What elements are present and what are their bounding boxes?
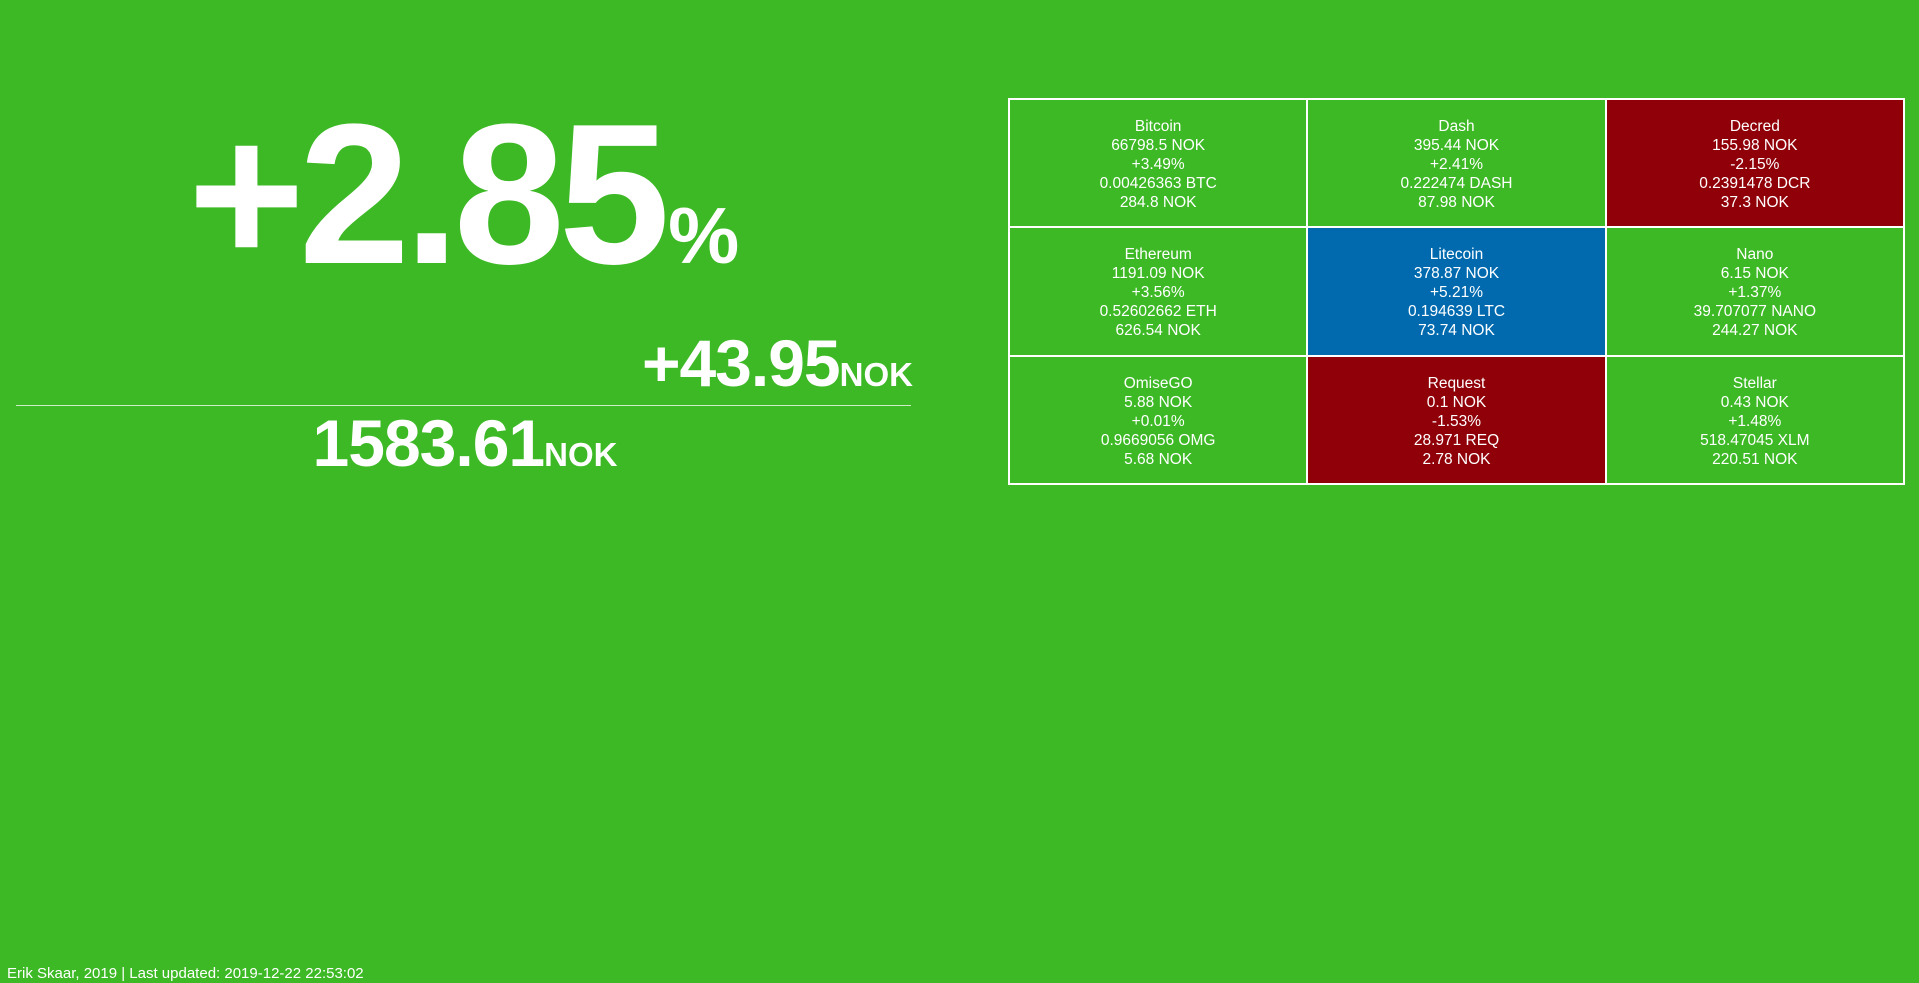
coin-holding: 0.222474 DASH bbox=[1400, 175, 1513, 192]
coin-holding: 0.9669056 OMG bbox=[1100, 431, 1216, 449]
absolute-change-unit: NOK bbox=[839, 356, 913, 393]
coin-name: Bitcoin bbox=[1134, 118, 1182, 135]
footer-credits: Erik Skaar, 2019 | Last updated: 2019-12… bbox=[7, 965, 364, 982]
coin-name: Nano bbox=[1736, 246, 1774, 264]
coin-value: 5.68 NOK bbox=[1124, 450, 1193, 468]
coin-name: Stellar bbox=[1732, 374, 1777, 392]
coin-change: +2.41% bbox=[1429, 156, 1483, 173]
coin-name: Decred bbox=[1729, 118, 1780, 135]
coin-value: 220.51 NOK bbox=[1712, 450, 1798, 468]
coin-price: 0.43 NOK bbox=[1720, 393, 1789, 411]
coin-change: +3.49% bbox=[1131, 156, 1185, 173]
coin-price: 155.98 NOK bbox=[1712, 137, 1798, 154]
coin-price: 6.15 NOK bbox=[1720, 265, 1789, 283]
portfolio-total: 1583.61NOK bbox=[0, 410, 930, 476]
coin-price: 395.44 NOK bbox=[1413, 137, 1500, 154]
coin-change: +0.01% bbox=[1131, 412, 1185, 430]
coin-value: 284.8 NOK bbox=[1119, 194, 1197, 211]
absolute-change-value: +43.95 bbox=[641, 326, 841, 400]
coin-change: +5.21% bbox=[1429, 284, 1483, 302]
percent-change-unit: % bbox=[668, 191, 740, 280]
coin-value: 2.78 NOK bbox=[1422, 450, 1491, 468]
coin-value: 626.54 NOK bbox=[1115, 322, 1201, 340]
percent-change-value: +2.85 bbox=[188, 83, 670, 306]
coin-tile-bitcoin[interactable]: Bitcoin 66798.5 NOK +3.49% 0.00426363 BTC 28… bbox=[1009, 99, 1308, 228]
coin-change: +3.56% bbox=[1131, 284, 1185, 302]
coin-value: 244.27 NOK bbox=[1712, 322, 1798, 340]
coin-tile-stellar[interactable]: Stellar 0.43 NOK +1.48% 518.47045 XLM 220.51… bbox=[1605, 355, 1904, 484]
coin-change: +1.48% bbox=[1728, 412, 1782, 430]
portfolio-percent-change: +2.85% bbox=[188, 95, 739, 295]
coin-name: Request bbox=[1427, 374, 1486, 392]
coin-tile-request[interactable]: Request 0.1 NOK -1.53% 28.971 REQ 2.78 NOK bbox=[1307, 355, 1606, 484]
coin-value: 37.3 NOK bbox=[1720, 194, 1789, 211]
coin-price: 0.1 NOK bbox=[1426, 393, 1487, 411]
coin-holding: 518.47045 XLM bbox=[1700, 431, 1810, 449]
coin-holding: 0.00426363 BTC bbox=[1099, 175, 1217, 192]
total-value: 1583.61 bbox=[312, 406, 546, 480]
portfolio-absolute-change: +43.95NOK bbox=[642, 330, 913, 396]
coin-change: +1.37% bbox=[1728, 284, 1782, 302]
coin-name: Dash bbox=[1438, 118, 1475, 135]
portfolio-summary: +2.85% +43.95NOK 1583.61NOK bbox=[0, 0, 930, 500]
coin-tile-omisego[interactable]: OmiseGO 5.88 NOK +0.01% 0.9669056 OMG 5.68 N… bbox=[1009, 355, 1308, 484]
coin-holding: 0.2391478 DCR bbox=[1699, 175, 1811, 192]
coin-price: 378.87 NOK bbox=[1413, 265, 1500, 283]
coin-value: 73.74 NOK bbox=[1418, 322, 1495, 340]
coin-value: 87.98 NOK bbox=[1418, 194, 1495, 211]
coin-change: -1.53% bbox=[1431, 412, 1482, 430]
coin-name: Litecoin bbox=[1429, 246, 1484, 264]
coin-holding: 0.52602662 ETH bbox=[1099, 303, 1217, 321]
coin-price: 66798.5 NOK bbox=[1111, 137, 1206, 154]
coin-tile-dash[interactable]: Dash 395.44 NOK +2.41% 0.222474 DASH 87.98 N… bbox=[1307, 99, 1606, 228]
coin-tile-ethereum[interactable]: Ethereum 1191.09 NOK +3.56% 0.52602662 ETH 6… bbox=[1009, 227, 1308, 356]
coin-change: -2.15% bbox=[1730, 156, 1780, 173]
coin-grid: Bitcoin 66798.5 NOK +3.49% 0.00426363 BTC 28… bbox=[1008, 98, 1905, 485]
coin-holding: 28.971 REQ bbox=[1413, 431, 1500, 449]
coin-price: 5.88 NOK bbox=[1124, 393, 1193, 411]
summary-divider bbox=[16, 405, 911, 406]
coin-holding: 39.707077 NANO bbox=[1693, 303, 1816, 321]
coin-name: OmiseGO bbox=[1123, 374, 1193, 392]
coin-price: 1191.09 NOK bbox=[1111, 265, 1205, 283]
coin-tile-decred[interactable]: Decred 155.98 NOK -2.15% 0.2391478 DCR 37.3 … bbox=[1605, 99, 1904, 228]
coin-tile-nano[interactable]: Nano 6.15 NOK +1.37% 39.707077 NANO 244.27 N… bbox=[1605, 227, 1904, 356]
coin-name: Ethereum bbox=[1124, 246, 1192, 264]
coin-tile-litecoin[interactable]: Litecoin 378.87 NOK +5.21% 0.194639 LTC 73.7… bbox=[1307, 227, 1606, 356]
total-unit: NOK bbox=[544, 436, 618, 473]
coin-holding: 0.194639 LTC bbox=[1407, 303, 1506, 321]
